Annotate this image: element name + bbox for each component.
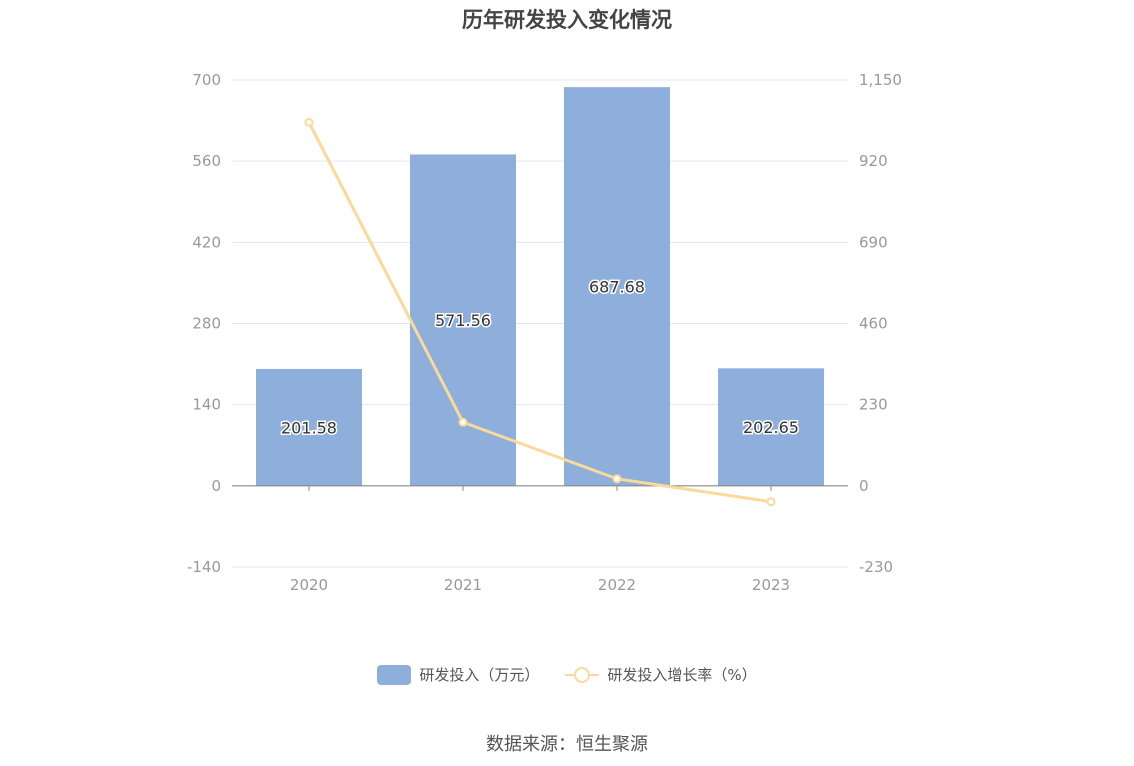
y-right-tick-label: -230 xyxy=(859,558,893,576)
bar xyxy=(564,87,670,486)
growth-rate-point xyxy=(458,417,468,427)
bar xyxy=(410,154,516,486)
growth-rate-point xyxy=(612,474,622,484)
y-left-tick-label: 280 xyxy=(192,315,221,333)
y-right-tick-label: 0 xyxy=(859,477,869,495)
legend-item-line[interactable]: 研发投入增长率（%） xyxy=(565,664,757,685)
bar-value-label: 687.68 xyxy=(589,277,645,296)
growth-rate-line xyxy=(307,121,772,504)
bar xyxy=(256,368,362,486)
x-tick-label: 2023 xyxy=(752,576,790,594)
y-left-tick-label: 700 xyxy=(192,71,221,89)
growth-rate-point xyxy=(304,117,314,127)
y-right-tick-label: 920 xyxy=(859,152,888,170)
y-right-tick-label: 230 xyxy=(859,396,888,414)
data-source: 数据来源：恒生聚源 xyxy=(486,734,648,755)
chart-legend: 研发投入（万元） 研发投入增长率（%） xyxy=(0,664,1134,685)
legend-line-swatch xyxy=(565,665,600,685)
y-left-tick-label: 560 xyxy=(192,152,221,170)
bar-value-label: 571.56 xyxy=(435,311,491,330)
bar xyxy=(718,368,824,486)
y-right-tick-label: 1,150 xyxy=(859,71,902,89)
y-left-tick-label: 140 xyxy=(192,396,221,414)
y-left-tick-label: -140 xyxy=(187,558,221,576)
legend-bar-swatch xyxy=(377,664,412,685)
bar-value-label: 201.58 xyxy=(281,418,337,437)
x-tick-label: 2020 xyxy=(290,576,328,594)
x-tick-label: 2022 xyxy=(598,576,636,594)
growth-rate-point xyxy=(766,497,776,507)
legend-item-bar[interactable]: 研发投入（万元） xyxy=(377,664,539,685)
y-left-tick-label: 420 xyxy=(192,233,221,251)
y-left-tick-label: 0 xyxy=(211,477,221,495)
y-right-tick-label: 690 xyxy=(859,233,888,251)
bar-value-label: 202.65 xyxy=(743,418,799,437)
y-right-tick-label: 460 xyxy=(859,315,888,333)
legend-bar-label: 研发投入（万元） xyxy=(419,666,540,684)
legend-line-label: 研发投入增长率（%） xyxy=(607,666,757,684)
chart-title: 历年研发投入变化情况 xyxy=(462,8,672,32)
x-tick-label: 2021 xyxy=(444,576,482,594)
